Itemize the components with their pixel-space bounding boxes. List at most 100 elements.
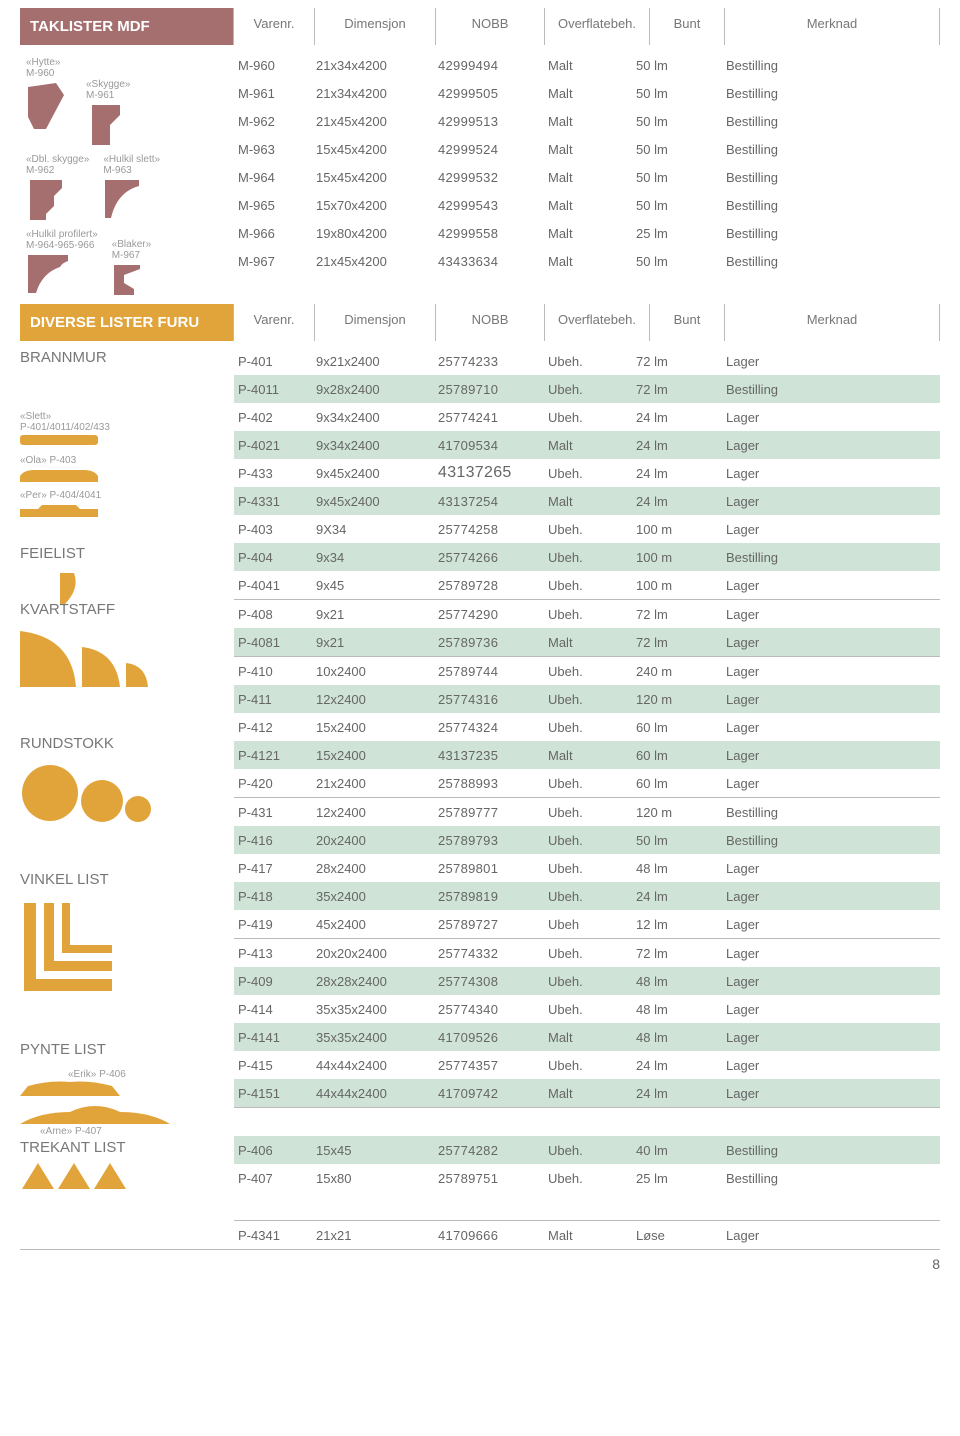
- cell-dimensjon: 35x2400: [316, 889, 438, 904]
- cell-bunt: 60 lm: [636, 776, 726, 791]
- cell-dimensjon: 9x45x2400: [316, 494, 438, 509]
- table-row: M-96619x80x420042999558Malt25 lmBestilli…: [234, 219, 940, 247]
- cell-overflate: Ubeh.: [548, 522, 636, 537]
- cell-nobb: 42999494: [438, 58, 548, 73]
- cell-nobb: 25789793: [438, 833, 548, 848]
- cell-bunt: 50 lm: [636, 58, 726, 73]
- cell-overflate: Ubeh.: [548, 1002, 636, 1017]
- cell-nobb: 43137235: [438, 748, 548, 763]
- cell-nobb: 41709534: [438, 438, 548, 453]
- cell-dimensjon: 15x45x4200: [316, 142, 438, 157]
- cell-bunt: 60 lm: [636, 720, 726, 735]
- slett-icon: [20, 433, 98, 447]
- table-row: M-96415x45x420042999532Malt50 lmBestilli…: [234, 163, 940, 191]
- cell-varenr: P-414: [238, 1002, 316, 1017]
- cell-dimensjon: 15x2400: [316, 748, 438, 763]
- cell-bunt: 240 m: [636, 664, 726, 679]
- vinkel-icon: [20, 899, 130, 999]
- cell-nobb: 25788993: [438, 776, 548, 791]
- cell-varenr: P-420: [238, 776, 316, 791]
- heading-vinkel: VINKEL LIST: [20, 871, 226, 893]
- cell-varenr: M-961: [238, 86, 316, 101]
- cell-merknad: Lager: [726, 1058, 936, 1073]
- cell-dimensjon: 10x2400: [316, 664, 438, 679]
- cell-merknad: Bestilling: [726, 226, 936, 241]
- label-hytte-code: M-960: [26, 68, 54, 79]
- cell-bunt: 100 m: [636, 550, 726, 565]
- cell-dimensjon: 9x34: [316, 550, 438, 565]
- cell-nobb: 25789801: [438, 861, 548, 876]
- th-dimensjon: Dimensjon: [314, 304, 436, 341]
- th-merknad: Merknad: [724, 304, 940, 341]
- cell-merknad: Lager: [726, 1002, 936, 1017]
- cell-varenr: P-404: [238, 550, 316, 565]
- table-row: P-43112x240025789777Ubeh.120 mBestilling: [234, 798, 940, 826]
- cell-overflate: Ubeh.: [548, 382, 636, 397]
- th-bunt: Bunt: [649, 8, 725, 45]
- cell-overflate: Ubeh.: [548, 720, 636, 735]
- hulkilprof-icon: [26, 253, 70, 298]
- cell-merknad: Bestilling: [726, 58, 936, 73]
- cell-merknad: Bestilling: [726, 114, 936, 129]
- label-skygge-code: M-961: [86, 90, 114, 101]
- table-row: M-96315x45x420042999524Malt50 lmBestilli…: [234, 135, 940, 163]
- table-row: P-43319x45x240043137254Malt24 lmLager: [234, 487, 940, 515]
- table-row: P-42021x240025788993Ubeh.60 lmLager: [234, 769, 940, 797]
- cell-dimensjon: 21x2400: [316, 776, 438, 791]
- cell-varenr: P-403: [238, 522, 316, 537]
- table-row: P-41620x240025789793Ubeh.50 lmBestilling: [234, 826, 940, 854]
- table-row: P-41945x240025789727Ubeh12 lmLager: [234, 910, 940, 938]
- cell-dimensjon: 21x21: [316, 1228, 438, 1243]
- heading-kvartstaff: KVARTSTAFF: [20, 601, 226, 623]
- cell-overflate: Malt: [548, 254, 636, 269]
- mdf-profiles: «Hytte» M-960 «Skygge» M-961 «Dbl. skygg…: [20, 51, 234, 298]
- per-icon: [20, 501, 98, 519]
- cell-nobb: 25774266: [438, 550, 548, 565]
- cell-bunt: 120 m: [636, 805, 726, 820]
- cell-nobb: 25789777: [438, 805, 548, 820]
- cell-varenr: P-412: [238, 720, 316, 735]
- cell-varenr: P-409: [238, 974, 316, 989]
- table-row: P-41112x240025774316Ubeh.120 mLager: [234, 685, 940, 713]
- erik-icon: [20, 1080, 120, 1098]
- cell-overflate: Malt: [548, 58, 636, 73]
- cell-varenr: P-410: [238, 664, 316, 679]
- cell-varenr: P-4341: [238, 1228, 316, 1243]
- cell-overflate: Malt: [548, 1086, 636, 1101]
- table-row: P-412115x240043137235Malt60 lmLager: [234, 741, 940, 769]
- cell-dimensjon: 15x45: [316, 1143, 438, 1158]
- blaker-icon: [112, 263, 142, 298]
- cell-bunt: 72 lm: [636, 635, 726, 650]
- cell-bunt: 100 m: [636, 578, 726, 593]
- heading-feielist: FEIELIST: [20, 545, 226, 567]
- cell-merknad: Lager: [726, 607, 936, 622]
- cell-bunt: 60 lm: [636, 748, 726, 763]
- label-blaker: «Blaker»: [112, 239, 151, 250]
- label-dblskygge-code: M-962: [26, 165, 54, 176]
- th-nobb: NOBB: [435, 8, 545, 45]
- cell-nobb: 25789819: [438, 889, 548, 904]
- cell-overflate: Malt: [548, 494, 636, 509]
- cell-varenr: M-967: [238, 254, 316, 269]
- cell-nobb: 42999558: [438, 226, 548, 241]
- cell-dimensjon: 28x28x2400: [316, 974, 438, 989]
- cell-merknad: Lager: [726, 889, 936, 904]
- cell-nobb: 25789736: [438, 635, 548, 650]
- cell-nobb: 25774357: [438, 1058, 548, 1073]
- ola-icon: [20, 466, 98, 484]
- cell-nobb: 25789744: [438, 664, 548, 679]
- cell-overflate: Ubeh.: [548, 550, 636, 565]
- cell-bunt: 25 lm: [636, 1171, 726, 1186]
- cell-dimensjon: 15x70x4200: [316, 198, 438, 213]
- cell-overflate: Ubeh.: [548, 1171, 636, 1186]
- cell-overflate: Ubeh.: [548, 861, 636, 876]
- cell-bunt: 72 lm: [636, 946, 726, 961]
- cell-dimensjon: 21x34x4200: [316, 86, 438, 101]
- cell-merknad: Lager: [726, 438, 936, 453]
- cell-merknad: Lager: [726, 1030, 936, 1045]
- table-row: P-41435x35x240025774340Ubeh.48 lmLager: [234, 995, 940, 1023]
- cell-bunt: 25 lm: [636, 226, 726, 241]
- label-erik: «Erik» P-406: [68, 1069, 226, 1080]
- label-per: «Per» P-404/4041: [20, 490, 226, 501]
- table-row: P-40419x4525789728Ubeh.100 mLager: [234, 571, 940, 599]
